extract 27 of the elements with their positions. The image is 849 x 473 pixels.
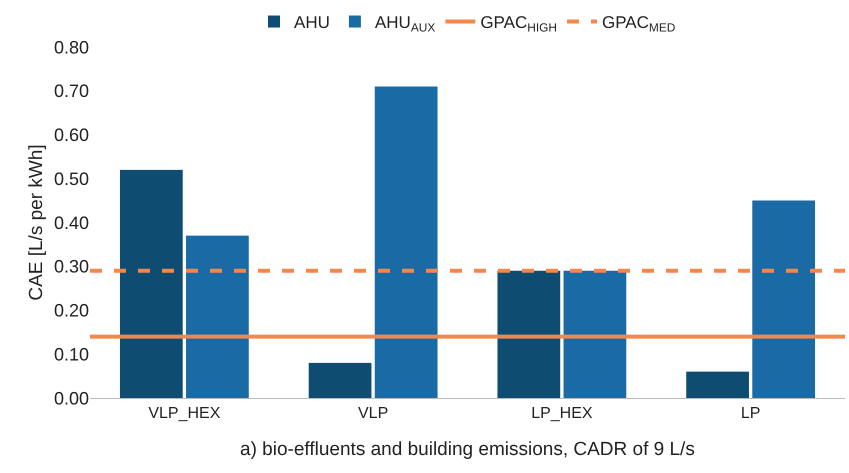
bar — [308, 362, 372, 398]
x-tick-label: VLP — [358, 405, 388, 422]
bar — [752, 200, 816, 398]
bar — [564, 270, 626, 398]
x-tick-label: LP — [740, 405, 760, 422]
y-tick-label: 0.60 — [54, 125, 89, 146]
bar — [686, 372, 749, 398]
text: a) bio-effluents and building emissions, CADR of 9 L/s — [240, 439, 695, 460]
y-tick-label: 0.10 — [54, 344, 89, 364]
x-tick-label: LP_HEX — [531, 405, 593, 422]
y-tick-label: 0.80 — [54, 37, 89, 58]
legend-label: AHU$_{AUX}$ — [374, 13, 436, 35]
bar — [120, 170, 183, 398]
y-axis-title: CAE [L/s per kWh] — [26, 144, 47, 301]
x-tick-label: VLP_HEX — [148, 405, 221, 422]
bar — [374, 86, 438, 398]
y-tick-label: 0.70 — [54, 81, 89, 102]
bar — [186, 236, 249, 398]
legend-label: GPAC$_{HIGH}$ — [480, 13, 557, 35]
legend-label: AHU — [294, 13, 330, 32]
bar — [497, 270, 560, 398]
y-tick-label: 0.30 — [54, 256, 89, 277]
y-tick-label: 0.40 — [54, 212, 89, 233]
legend-label: GPAC$_{MED}$ — [602, 13, 676, 35]
y-tick-label: 0.00 — [54, 388, 89, 408]
y-tick-label: 0.50 — [54, 168, 89, 189]
y-tick-label: 0.20 — [54, 300, 89, 321]
